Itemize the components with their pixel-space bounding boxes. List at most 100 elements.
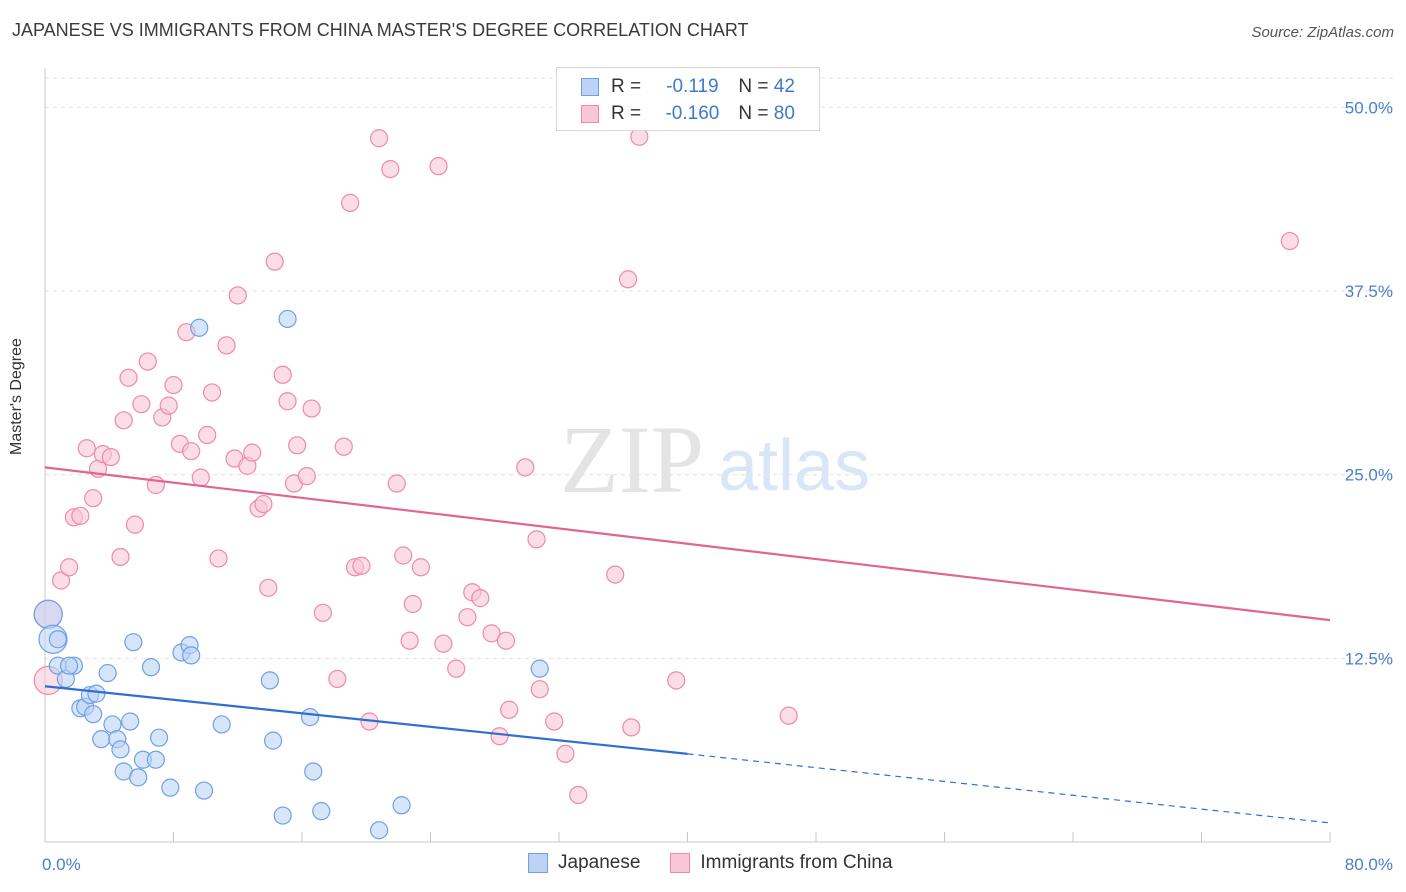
legend: R = -0.119 N = 42 R = -0.160 N = 80 xyxy=(556,67,820,131)
point-japanese xyxy=(48,630,67,649)
point-china xyxy=(297,467,316,486)
point-japanese xyxy=(161,778,180,797)
point-japanese xyxy=(190,318,209,337)
point-japanese xyxy=(111,740,130,759)
point-china xyxy=(209,549,228,568)
point-china xyxy=(132,395,151,414)
point-china xyxy=(114,411,133,430)
point-japanese xyxy=(146,750,165,769)
y-tick-label: 12.5% xyxy=(1345,649,1393,668)
point-japanese xyxy=(84,705,103,724)
watermark-zip: ZIP xyxy=(560,406,704,513)
point-china xyxy=(265,252,284,271)
point-japanese xyxy=(370,821,389,840)
point-japanese xyxy=(194,781,214,800)
point-china xyxy=(370,129,389,148)
point-china xyxy=(51,571,71,590)
point-japanese xyxy=(33,599,63,629)
point-china xyxy=(496,631,516,650)
point-japanese xyxy=(304,762,323,781)
legend-row-japanese: R = -0.119 N = 42 xyxy=(581,75,795,99)
point-china xyxy=(84,489,103,508)
point-china xyxy=(259,578,278,597)
legend-swatch-china xyxy=(581,105,599,123)
y-tick-label: 50.0% xyxy=(1345,98,1393,117)
point-china xyxy=(243,443,262,462)
point-china xyxy=(59,558,79,577)
bottom-legend-label-china: Immigrants from China xyxy=(700,852,893,873)
point-china xyxy=(458,608,477,627)
point-china xyxy=(202,383,222,402)
point-china xyxy=(328,669,347,689)
y-tick-label: 25.0% xyxy=(1345,466,1393,485)
legend-r-label: R = xyxy=(611,103,642,124)
point-china xyxy=(490,727,509,746)
x-tick-label: 80.0% xyxy=(1345,855,1393,874)
point-china xyxy=(394,546,413,565)
point-china xyxy=(1280,231,1299,251)
point-china xyxy=(198,425,217,445)
bottom-legend-swatch-china xyxy=(670,853,691,873)
point-japanese xyxy=(212,715,231,734)
point-china xyxy=(569,785,588,805)
point-china xyxy=(667,671,686,690)
point-china xyxy=(381,159,400,179)
legend-r-value: -0.160 xyxy=(665,103,720,124)
point-china xyxy=(622,718,641,737)
point-japanese xyxy=(273,806,292,825)
point-japanese xyxy=(92,730,111,749)
point-china xyxy=(618,270,638,289)
point-china xyxy=(500,700,519,719)
watermark-atlas: atlas xyxy=(718,426,870,506)
point-china xyxy=(545,712,564,731)
point-japanese xyxy=(392,796,411,815)
point-china xyxy=(411,558,430,577)
point-china xyxy=(111,547,130,567)
trend-line-japanese xyxy=(44,685,688,755)
trend-lines xyxy=(44,466,1331,824)
point-japanese xyxy=(530,659,549,678)
point-china xyxy=(77,439,96,458)
bottom-legend: Japanese Immigrants from China xyxy=(528,852,923,874)
point-japanese xyxy=(312,802,331,821)
point-japanese xyxy=(129,768,148,787)
bottom-legend-china: Immigrants from China xyxy=(670,852,893,874)
point-china xyxy=(119,368,138,387)
point-china xyxy=(482,624,501,643)
point-china xyxy=(527,530,546,549)
point-china xyxy=(779,706,798,725)
bottom-legend-label-japanese: Japanese xyxy=(558,852,641,873)
legend-swatch-japanese xyxy=(581,78,599,96)
point-japanese xyxy=(141,658,161,677)
source-label: Source: ZipAtlas.com xyxy=(1251,24,1394,41)
point-china xyxy=(434,634,453,653)
point-china xyxy=(556,744,575,763)
point-japanese xyxy=(149,728,169,747)
gridlines xyxy=(45,77,1395,659)
point-china xyxy=(228,286,247,305)
point-china xyxy=(71,506,90,525)
legend-r-value: -0.119 xyxy=(666,76,719,97)
point-china xyxy=(403,594,422,614)
bottom-legend-japanese: Japanese xyxy=(528,852,640,874)
point-china xyxy=(159,396,178,415)
legend-n-value: 42 xyxy=(773,76,795,97)
point-china xyxy=(606,565,625,584)
point-china xyxy=(352,556,371,575)
point-japanese xyxy=(124,633,143,652)
point-japanese xyxy=(98,663,117,683)
axes xyxy=(44,68,1331,843)
point-japanese xyxy=(121,712,140,731)
point-china xyxy=(217,336,236,355)
point-china xyxy=(387,474,406,493)
point-china xyxy=(164,375,183,395)
point-japanese xyxy=(278,309,297,329)
point-china xyxy=(273,365,292,384)
point-china xyxy=(302,399,321,418)
point-china xyxy=(313,603,332,622)
bottom-legend-swatch-japanese xyxy=(528,853,548,873)
y-tick-label: 37.5% xyxy=(1345,282,1393,301)
point-china xyxy=(278,392,297,411)
point-china xyxy=(400,631,419,650)
